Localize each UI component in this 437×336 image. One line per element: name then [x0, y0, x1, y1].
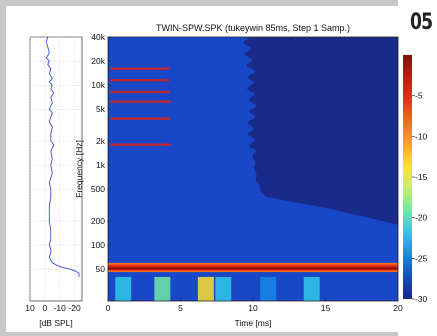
x-axis-label: Time [ms] [235, 318, 272, 328]
colorbar-tick-label: -30 [415, 294, 428, 304]
y-tick-label: 2k [96, 136, 106, 146]
noise-floor-patch [115, 276, 132, 301]
figure-number: 05 [410, 10, 433, 35]
y-tick-label: 1k [96, 160, 106, 170]
spectral-decay-plot: TWIN-SPW.SPK (tukeywin 85ms, Step 1 Samp… [74, 23, 403, 328]
y-tick-label: 200 [91, 216, 105, 226]
y-tick-label: 500 [91, 184, 105, 194]
side-x-label: [dB SPL] [39, 318, 73, 328]
y-tick-label: 10k [91, 80, 105, 90]
noise-floor-patch [303, 276, 320, 301]
colorbar: -5 -10 -15 -20 -25 -30 [403, 55, 428, 304]
colorbar-tick-label: -20 [415, 213, 428, 223]
colorbar-tick-label: -25 [415, 253, 428, 263]
colorbar-ticks: -5 -10 -15 -20 -25 -30 [412, 91, 428, 304]
side-x-tick-label: 10 [25, 303, 35, 313]
side-panel-frame [29, 36, 83, 302]
y-tick-label: 5k [96, 104, 106, 114]
response-dip-streak [110, 100, 171, 103]
low-frequency-band [108, 267, 398, 270]
chart-title: TWIN-SPW.SPK (tukeywin 85ms, Step 1 Samp… [156, 23, 350, 33]
noise-floor-patch [154, 276, 171, 301]
response-dip-streak [110, 67, 170, 70]
y-tick-label: 50 [96, 264, 106, 274]
x-tick-label: 0 [106, 303, 111, 313]
decay-heatmap [108, 37, 398, 301]
side-x-ticks: 10 0 -10 -20 [25, 303, 81, 313]
side-panel-grid [29, 36, 82, 301]
side-x-tick-label: -10 [54, 303, 67, 313]
decay-contour-band [108, 37, 398, 301]
noise-floor-region [108, 273, 398, 301]
response-dip-streak [110, 90, 170, 94]
x-tick-label: 20 [393, 303, 403, 313]
x-ticks: 0 5 10 15 20 [106, 298, 403, 313]
x-tick-label: 15 [321, 303, 331, 313]
x-tick-label: 10 [248, 303, 258, 313]
noise-floor-patch [197, 276, 214, 301]
y-ticks: 40k 20k 10k 5k 2k 1k 500 200 100 50 [91, 32, 111, 274]
y-tick-label: 40k [91, 32, 105, 42]
response-dip-streak [110, 78, 170, 82]
colorbar-scale [403, 55, 412, 299]
noise-floor-patch [260, 276, 277, 301]
side-x-tick-label: 0 [42, 303, 47, 313]
colorbar-tick-label: -15 [415, 172, 428, 182]
noise-floor-patch [215, 276, 232, 301]
response-curve [45, 37, 80, 277]
response-dip-streak [110, 143, 171, 146]
y-tick-label: 100 [91, 240, 105, 250]
response-dip-streak [110, 117, 171, 120]
frequency-response-panel: 10 0 -10 -20 [dB SPL] [25, 36, 83, 328]
y-tick-label: 20k [91, 56, 105, 66]
colorbar-tick-label: -5 [415, 91, 423, 101]
side-x-tick-label: -20 [68, 303, 81, 313]
colorbar-tick-label: -10 [415, 131, 428, 141]
y-axis-label: Frequency [Hz] [74, 140, 84, 198]
x-tick-label: 5 [178, 303, 183, 313]
